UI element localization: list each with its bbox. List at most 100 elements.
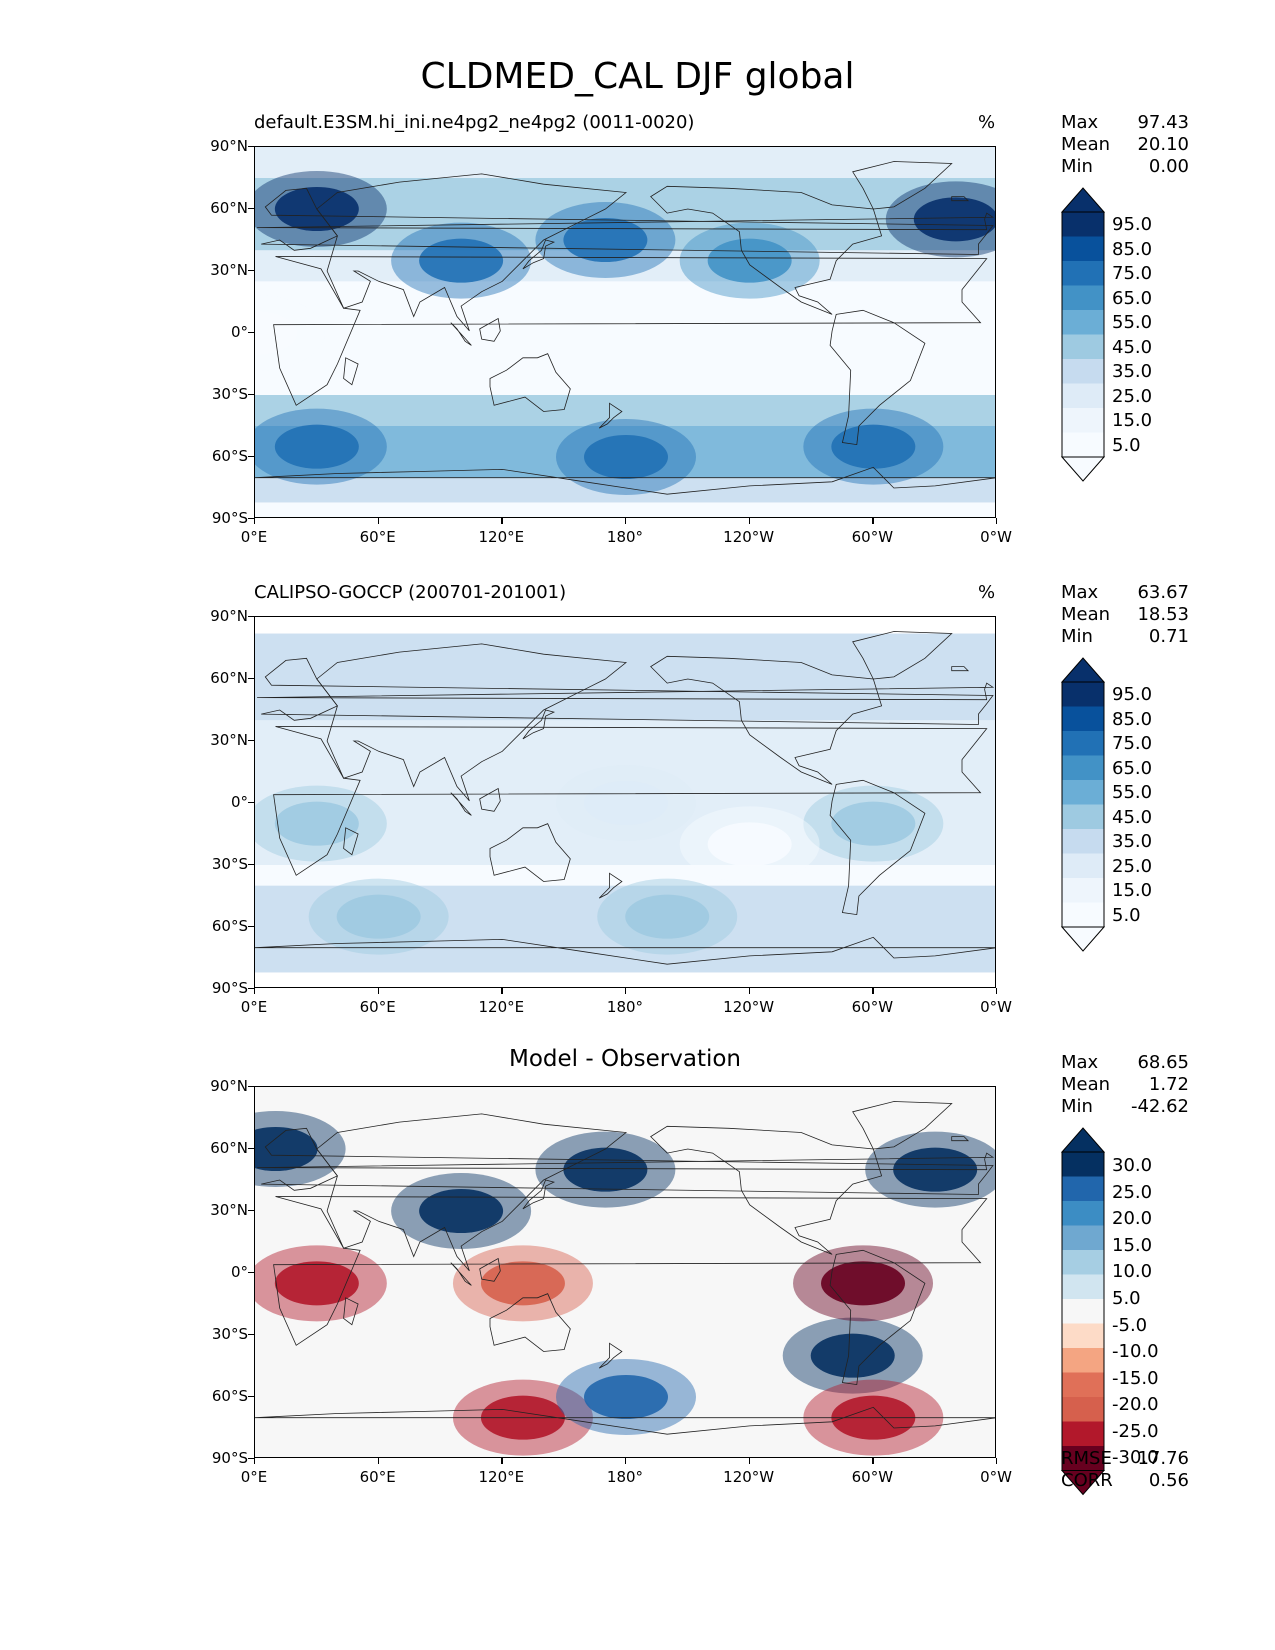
colorbar bbox=[1060, 656, 1106, 957]
x-tick-label: 180° bbox=[606, 1468, 644, 1486]
coastline bbox=[829, 779, 926, 916]
x-tick-mark bbox=[625, 518, 627, 524]
mean-label: Mean bbox=[1061, 604, 1111, 625]
zonal-band bbox=[255, 477, 995, 503]
colorbar-label: -30.0 bbox=[1112, 1447, 1159, 1469]
y-tick-label: 30°S bbox=[211, 855, 248, 873]
colorbar-segment bbox=[1062, 1225, 1104, 1250]
coastline bbox=[522, 709, 556, 740]
rmse-value: 17.76 bbox=[1137, 1448, 1189, 1469]
colorbar-label: 20.0 bbox=[1112, 1208, 1153, 1230]
x-tick-mark bbox=[872, 988, 874, 994]
colorbar-segment bbox=[1062, 261, 1104, 286]
coastline bbox=[273, 256, 988, 406]
coastline bbox=[343, 1297, 359, 1326]
max-label: Max bbox=[1061, 1052, 1099, 1073]
max-label: Max bbox=[1061, 582, 1099, 603]
contour-region bbox=[274, 1261, 359, 1306]
colorbar-segment bbox=[1062, 706, 1104, 731]
x-tick-label: 120°E bbox=[478, 1468, 525, 1486]
colorbar-label: 65.0 bbox=[1112, 287, 1153, 309]
coastline bbox=[257, 1152, 995, 1171]
x-tick-label: 60°W bbox=[851, 998, 894, 1016]
colorbar-label: -10.0 bbox=[1112, 1341, 1159, 1363]
colorbar-segment bbox=[1062, 829, 1104, 854]
x-tick-label: 60°E bbox=[359, 528, 396, 546]
panel-title: default.E3SM.hi_ini.ne4pg2_ne4pg2 (0011-… bbox=[254, 112, 695, 133]
colorbar-label: 25.0 bbox=[1112, 1181, 1153, 1203]
coastline bbox=[598, 872, 623, 899]
min-label: Min bbox=[1061, 626, 1093, 647]
x-tick-mark bbox=[625, 988, 627, 994]
x-tick-mark bbox=[501, 988, 503, 994]
colorbar-segment bbox=[1062, 1274, 1104, 1299]
colorbar bbox=[1060, 1126, 1106, 1501]
colorbar-segment bbox=[1062, 1446, 1104, 1471]
colorbar-segment bbox=[1062, 212, 1104, 237]
x-tick-label: 120°E bbox=[478, 998, 525, 1016]
x-tick-mark bbox=[254, 1458, 256, 1464]
colorbar-segment bbox=[1062, 1201, 1104, 1226]
colorbar-label: 45.0 bbox=[1112, 806, 1153, 828]
x-tick-mark bbox=[377, 1458, 379, 1464]
map-plot bbox=[254, 1086, 996, 1458]
x-tick-mark bbox=[625, 1458, 627, 1464]
y-tick-mark bbox=[248, 864, 254, 866]
contour-region bbox=[419, 238, 504, 283]
colorbar-segment bbox=[1062, 1421, 1104, 1446]
y-tick-mark bbox=[248, 1210, 254, 1212]
coastline bbox=[489, 353, 571, 412]
x-tick-label: 0°W bbox=[980, 528, 1012, 546]
coastline bbox=[650, 655, 883, 785]
panel-model: default.E3SM.hi_ini.ne4pg2_ne4pg2 (0011-… bbox=[0, 112, 1275, 616]
colorbar-label: 85.0 bbox=[1112, 238, 1153, 260]
x-tick-label: 0°E bbox=[240, 528, 268, 546]
y-tick-label: 90°S bbox=[211, 1449, 248, 1467]
coastline bbox=[273, 1196, 988, 1346]
colorbar-label: 10.0 bbox=[1112, 1261, 1153, 1283]
x-tick-label: 0°E bbox=[240, 998, 268, 1016]
colorbar-segment bbox=[1062, 383, 1104, 408]
coastline bbox=[257, 682, 995, 701]
contour-region bbox=[810, 1333, 895, 1378]
coastline bbox=[450, 792, 472, 816]
colorbar-label: -25.0 bbox=[1112, 1420, 1159, 1442]
coastline bbox=[650, 185, 883, 315]
y-tick-label: 30°N bbox=[210, 731, 248, 749]
coastline bbox=[450, 322, 472, 346]
colorbar-label: 5.0 bbox=[1112, 904, 1141, 926]
y-tick-label: 90°N bbox=[210, 1077, 248, 1095]
y-tick-label: 0° bbox=[230, 793, 248, 811]
colorbar-label: 55.0 bbox=[1112, 782, 1153, 804]
coastline bbox=[522, 239, 556, 270]
colorbar-label: 45.0 bbox=[1112, 336, 1153, 358]
y-tick-mark bbox=[248, 926, 254, 928]
y-tick-label: 60°N bbox=[210, 669, 248, 687]
mean-label: Mean bbox=[1061, 1074, 1111, 1095]
panel-units: % bbox=[978, 582, 996, 603]
y-tick-label: 90°S bbox=[211, 979, 248, 997]
y-tick-mark bbox=[248, 456, 254, 458]
y-tick-mark bbox=[248, 1396, 254, 1398]
mean-value: 20.10 bbox=[1137, 134, 1189, 155]
contour-region bbox=[255, 1127, 318, 1171]
colorbar bbox=[1060, 186, 1106, 487]
rmse-label: RMSE bbox=[1061, 1448, 1112, 1469]
x-tick-mark bbox=[872, 518, 874, 524]
x-tick-mark bbox=[748, 988, 750, 994]
contour-region bbox=[821, 1261, 906, 1306]
colorbar-segment bbox=[1062, 334, 1104, 359]
coastline bbox=[255, 466, 995, 495]
y-tick-mark bbox=[248, 1148, 254, 1150]
contour-region bbox=[255, 311, 297, 355]
y-tick-label: 60°S bbox=[211, 917, 248, 935]
x-tick-label: 0°W bbox=[980, 1468, 1012, 1486]
colorbar-label: 5.0 bbox=[1112, 434, 1141, 456]
colorbar-label: 65.0 bbox=[1112, 757, 1153, 779]
min-value: -42.62 bbox=[1130, 1096, 1189, 1117]
contour-region bbox=[563, 218, 648, 262]
corr-label: CORR bbox=[1061, 1470, 1113, 1491]
coastline bbox=[316, 1113, 628, 1272]
contour-region bbox=[584, 781, 668, 825]
colorbar-segment bbox=[1062, 1323, 1104, 1348]
